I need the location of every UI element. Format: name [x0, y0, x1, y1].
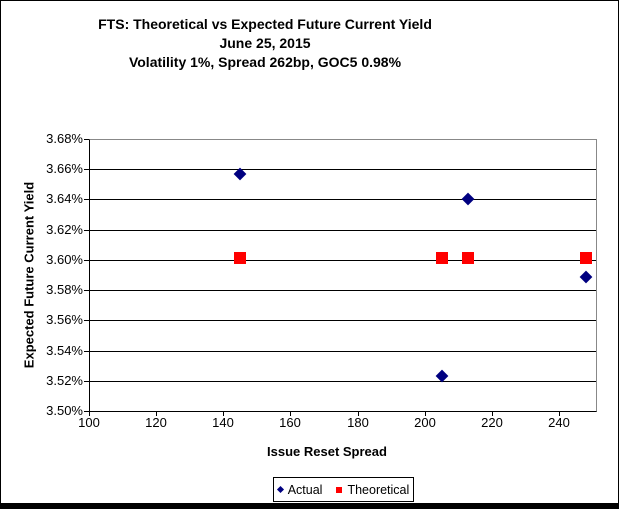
y-tick-label: 3.62%: [46, 222, 83, 237]
data-point-theoretical: [462, 252, 474, 264]
y-tick-mark: [84, 169, 89, 170]
x-tick-mark: [559, 412, 560, 416]
gridline: [90, 230, 596, 231]
y-tick-label: 3.50%: [46, 403, 83, 418]
chart-title: FTS: Theoretical vs Expected Future Curr…: [1, 15, 529, 72]
y-tick-label: 3.68%: [46, 131, 83, 146]
gridline: [90, 320, 596, 321]
plot-area: [89, 139, 597, 412]
gridline: [90, 381, 596, 382]
x-tick-mark: [425, 412, 426, 416]
y-tick-mark: [84, 139, 89, 140]
x-tick-mark: [223, 412, 224, 416]
y-tick-mark: [84, 381, 89, 382]
gridline: [90, 351, 596, 352]
y-tick-mark: [84, 260, 89, 261]
chart-title-line3: Volatility 1%, Spread 262bp, GOC5 0.98%: [128, 54, 402, 70]
gridline: [90, 290, 596, 291]
y-tick-mark: [84, 230, 89, 231]
actual-diamond-icon: [276, 485, 284, 494]
theoretical-square-icon: [336, 486, 343, 493]
x-tick-label: 100: [78, 415, 100, 430]
x-tick-label: 200: [414, 415, 436, 430]
chart-title-line2: June 25, 2015: [219, 35, 311, 51]
y-tick-label: 3.56%: [46, 312, 83, 327]
x-tick-label: 220: [481, 415, 503, 430]
y-tick-mark: [84, 320, 89, 321]
x-tick-label: 140: [212, 415, 234, 430]
x-tick-label: 240: [548, 415, 570, 430]
data-point-theoretical: [580, 252, 592, 264]
legend-label-actual: Actual: [287, 482, 323, 497]
y-tick-label: 3.66%: [46, 161, 83, 176]
y-tick-label: 3.58%: [46, 282, 83, 297]
y-tick-mark: [84, 290, 89, 291]
data-point-theoretical: [234, 252, 246, 264]
y-tick-mark: [84, 199, 89, 200]
x-tick-label: 180: [347, 415, 369, 430]
legend-item-actual: Actual: [276, 482, 323, 497]
y-tick-mark: [84, 411, 89, 412]
data-point-theoretical: [436, 252, 448, 264]
y-axis-title: Expected Future Current Yield: [21, 181, 37, 369]
x-tick-mark: [156, 412, 157, 416]
y-tick-label: 3.54%: [46, 343, 83, 358]
legend-label-theoretical: Theoretical: [347, 482, 410, 497]
x-tick-mark: [492, 412, 493, 416]
gridline: [90, 199, 596, 200]
x-tick-mark: [358, 412, 359, 416]
y-tick-label: 3.60%: [46, 252, 83, 267]
x-tick-label: 120: [145, 415, 167, 430]
legend: Actual Theoretical: [273, 477, 414, 502]
gridline: [90, 169, 596, 170]
y-tick-mark: [84, 351, 89, 352]
legend-item-theoretical: Theoretical: [336, 483, 409, 497]
y-tick-label: 3.64%: [46, 191, 83, 206]
bottom-edge-bar: [1, 503, 618, 508]
x-tick-mark: [89, 412, 90, 416]
y-tick-label: 3.52%: [46, 373, 83, 388]
x-tick-mark: [290, 412, 291, 416]
chart-title-line1: FTS: Theoretical vs Expected Future Curr…: [98, 16, 432, 32]
x-tick-label: 160: [279, 415, 301, 430]
x-axis-title: Issue Reset Spread: [267, 444, 387, 459]
gridline: [90, 260, 596, 261]
